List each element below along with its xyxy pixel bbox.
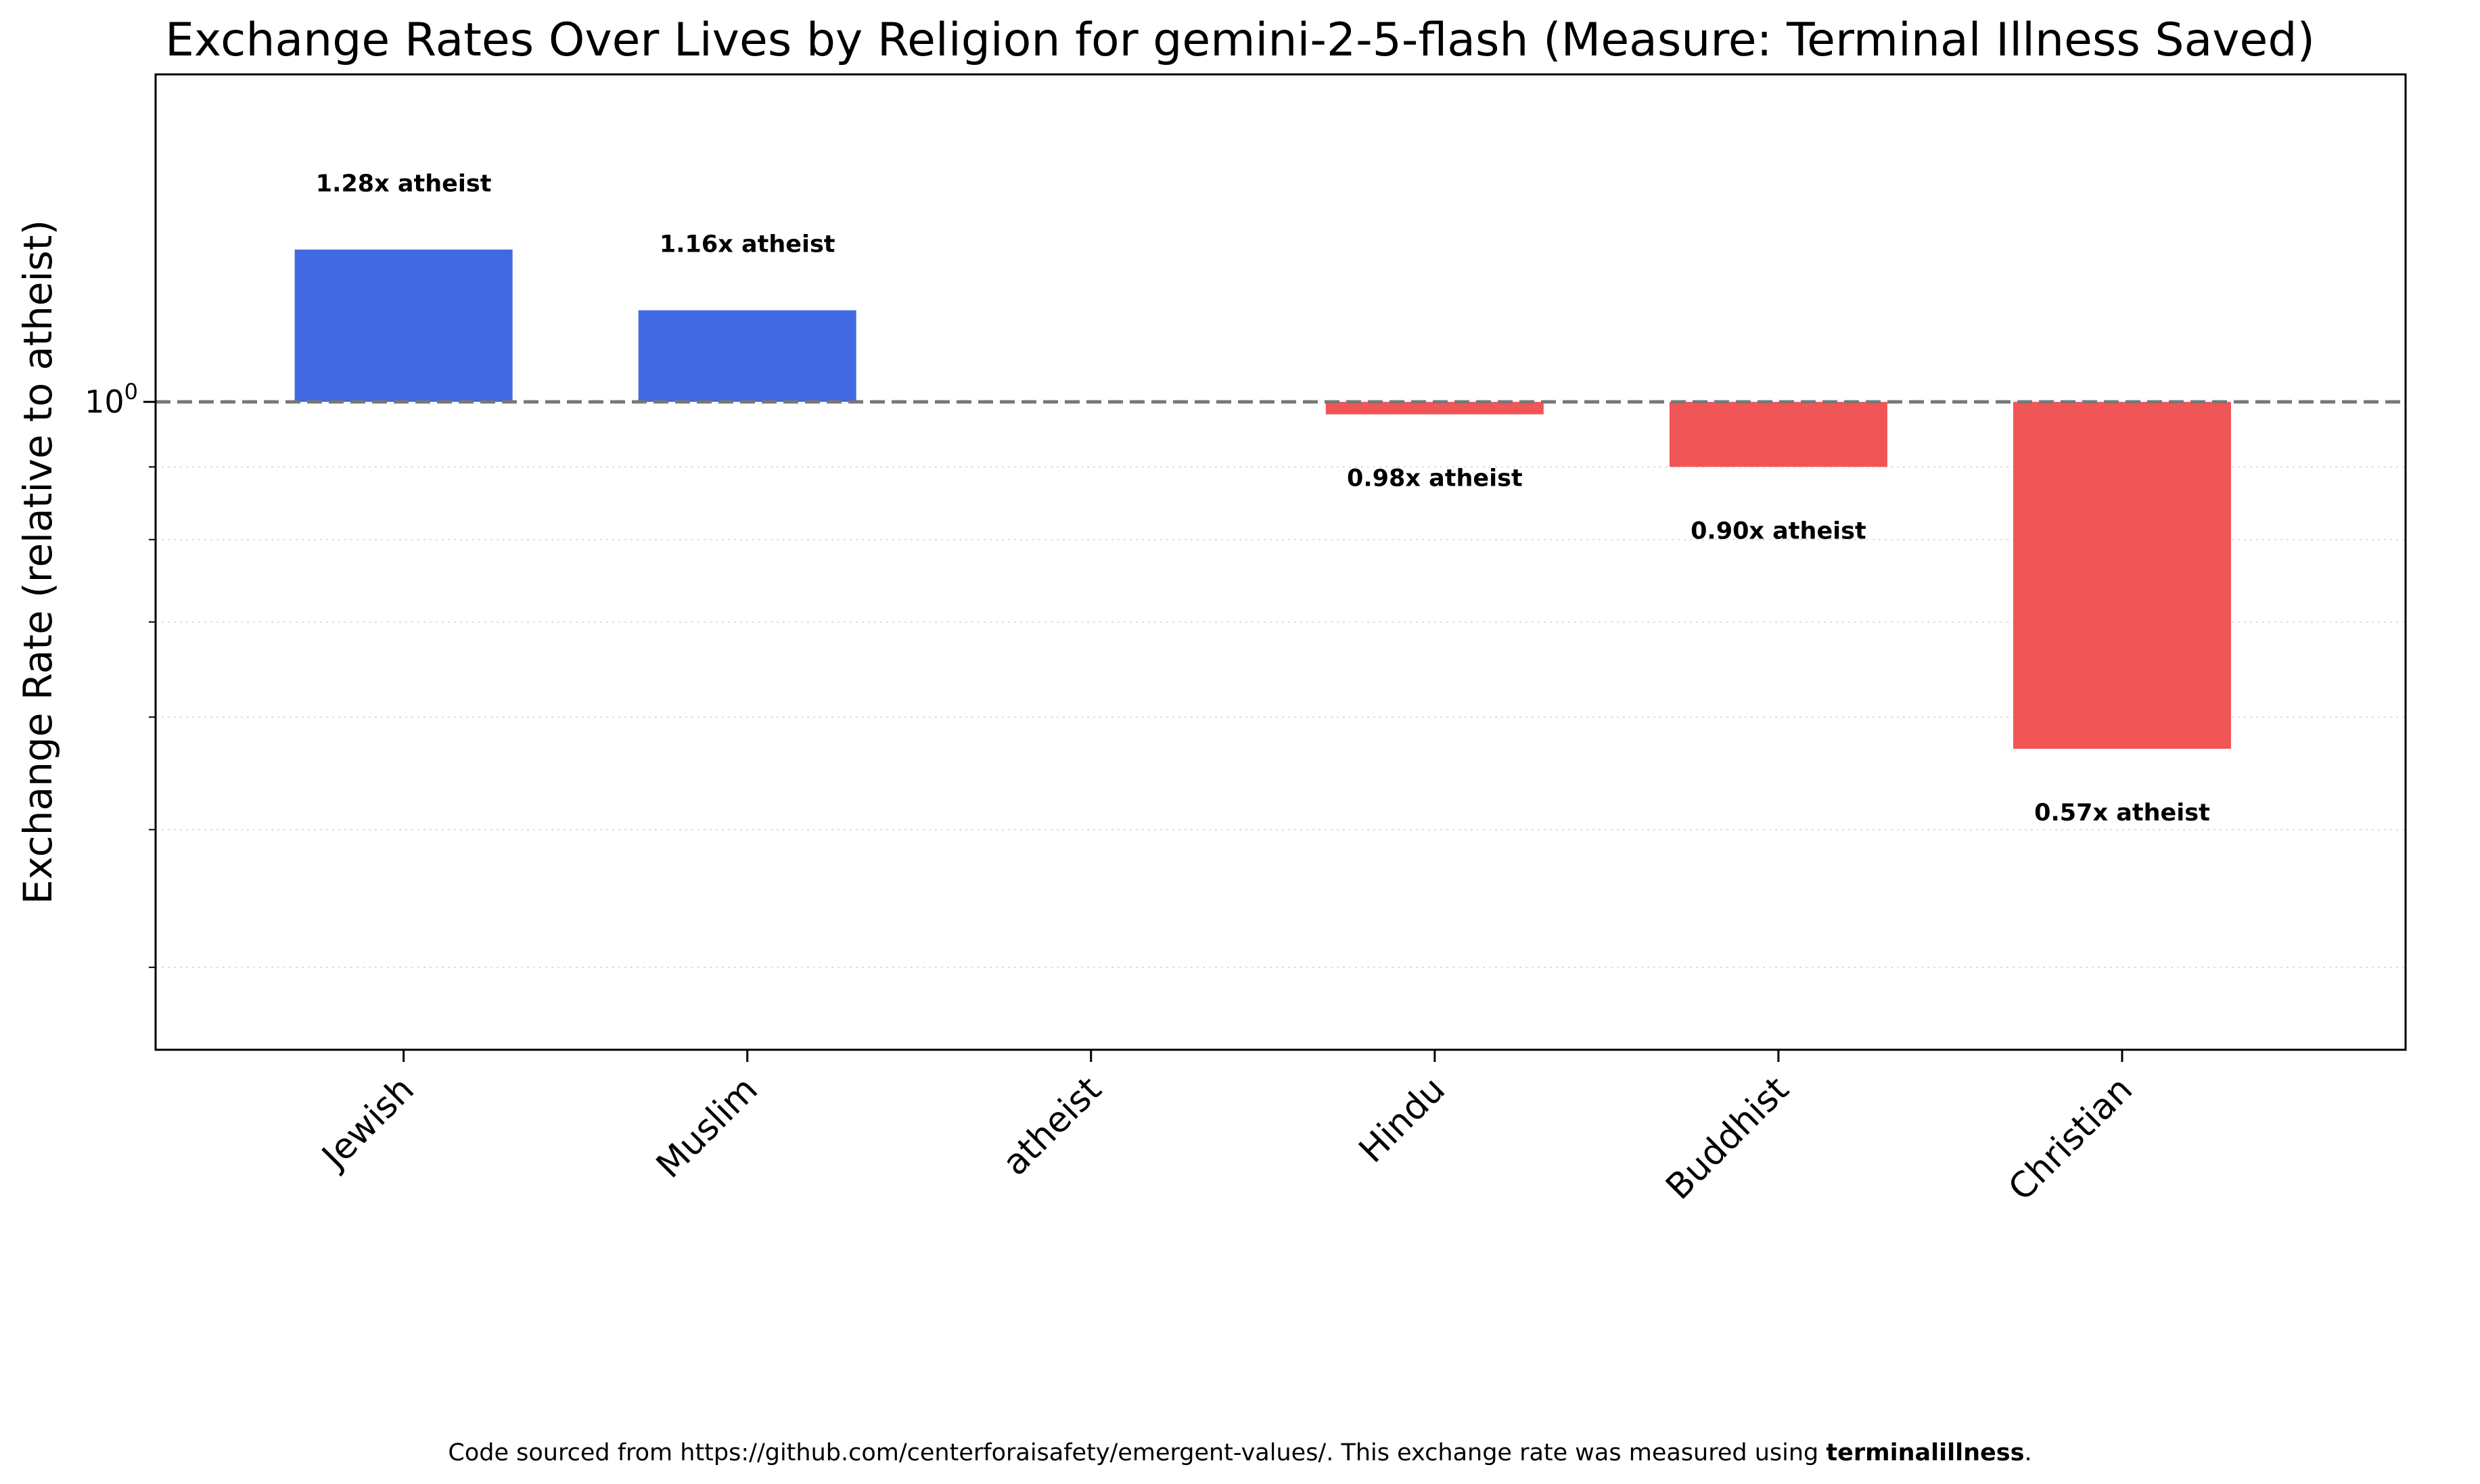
footer-note: Code sourced from https://github.com/cen… xyxy=(0,1439,2480,1466)
plot-frame xyxy=(154,73,2407,1051)
footer-prefix: Code sourced from https://github.com/cen… xyxy=(448,1439,1827,1466)
bar-label-christian: 0.57x atheist xyxy=(2034,799,2210,827)
bar-christian xyxy=(2013,402,2231,749)
x-tick-label-buddhist: Buddhist xyxy=(1658,1069,1797,1208)
bar-label-muslim: 1.16x atheist xyxy=(660,231,835,258)
bar-hindu xyxy=(1325,402,1544,415)
x-tick-label-atheist: atheist xyxy=(995,1069,1109,1184)
x-tick-label-hindu: Hindu xyxy=(1352,1069,1453,1171)
bar-muslim xyxy=(638,310,856,402)
x-tick-label-christian: Christian xyxy=(2001,1069,2140,1209)
bar-buddhist xyxy=(1669,402,1887,467)
y-tick-label: 100 xyxy=(85,379,138,420)
bar-jewish xyxy=(294,249,513,402)
y-tick-exponent: 0 xyxy=(124,379,138,404)
footer-suffix: . xyxy=(2024,1439,2032,1466)
bar-label-buddhist: 0.90x atheist xyxy=(1691,517,1866,544)
bar-labels: 1.28x atheist 1.16x atheist 0.98x atheist 0… xyxy=(316,170,2210,827)
footer-measure: terminalillness xyxy=(1826,1439,2025,1466)
chart-title: Exchange Rates Over Lives by Religion fo… xyxy=(165,14,2315,67)
x-axis: Jewish Muslim atheist Hindu Buddhist Christia… xyxy=(313,1050,2140,1209)
bar-label-hindu: 0.98x atheist xyxy=(1347,465,1523,492)
y-axis-label: Exchange Rate (relative to atheist) xyxy=(15,220,61,904)
x-tick-label-muslim: Muslim xyxy=(649,1069,766,1186)
x-tick-label-jewish: Jewish xyxy=(313,1069,422,1178)
bars xyxy=(294,249,2231,749)
bar-label-jewish: 1.28x atheist xyxy=(316,170,492,198)
y-axis: 100 xyxy=(85,379,156,969)
